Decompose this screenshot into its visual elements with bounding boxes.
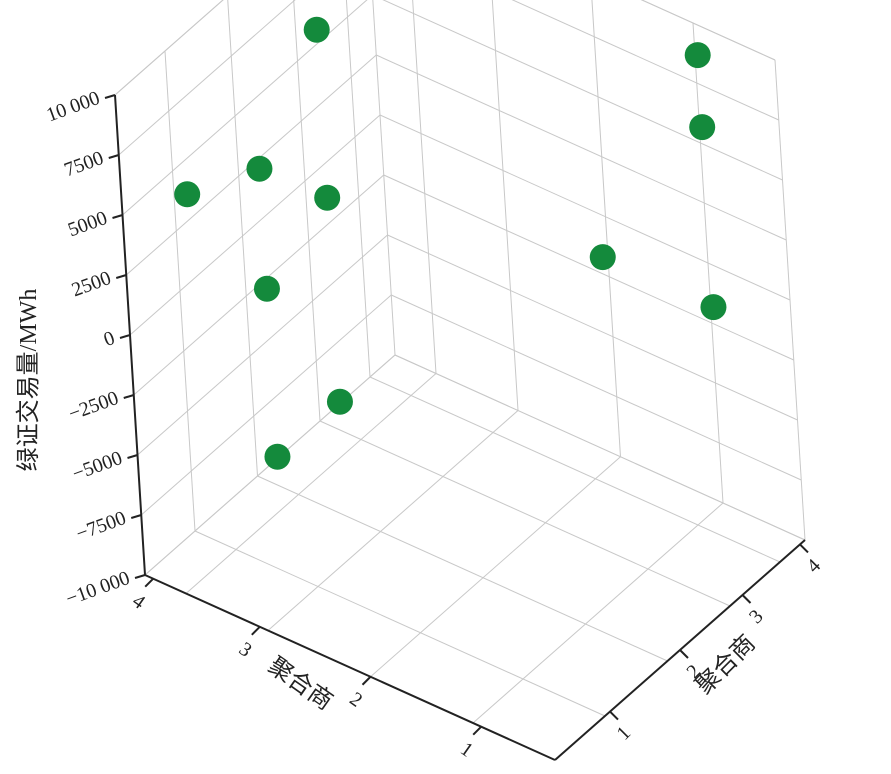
x-tick-1 [361, 676, 372, 686]
data-point-8 [314, 184, 341, 211]
data-point-1 [689, 114, 716, 141]
grid-z-right-1 [511, 0, 779, 121]
tick-labels: 10 000 7500 5000 2500 0 −2500 −5000 −7500 −10 00… [44, 87, 826, 762]
z-tick-label-3: 2500 [69, 267, 114, 301]
data-point-7 [246, 155, 273, 182]
z-tick-label-4: 0 [101, 327, 118, 351]
z-tick-8 [134, 574, 146, 579]
grid-left-wall-3 [345, 0, 371, 378]
y-tick-3 [799, 543, 809, 554]
pane-edge-top-left [114, 0, 224, 96]
z-tick-6 [127, 454, 138, 459]
x-tick-label-3: 4 [128, 590, 149, 614]
grid-right-wall-2 [491, 0, 519, 411]
y-axis-label: 聚合商 [691, 630, 761, 700]
grid-floor-v-1 [257, 475, 668, 662]
y-tick-2 [741, 594, 752, 604]
grid-z-right-0 [640, 0, 776, 61]
axis-lines [114, 94, 806, 761]
grid-lines [114, 0, 806, 724]
z-tick-label-6: −5000 [69, 447, 125, 485]
pane-edges [114, 0, 806, 541]
z-tick-label-2: 5000 [65, 207, 110, 241]
x-axis-line [144, 574, 556, 761]
z-tick-5 [123, 394, 135, 399]
z-axis-label: 绿证交易量/MWh [15, 289, 42, 472]
z-tick-7 [130, 514, 142, 519]
grid-z-right-4 [379, 114, 791, 301]
grid-floor-v-3 [369, 376, 781, 563]
grid-z-left-4 [129, 114, 381, 336]
y-tick-label-3: 4 [802, 555, 825, 578]
x-axis-label: 聚合商 [263, 652, 337, 715]
grid-z-right-7 [391, 294, 802, 481]
x-tick-label-0: 1 [456, 738, 477, 762]
x-tick-3 [144, 577, 154, 588]
grid-z-left-1 [118, 0, 296, 156]
grid-left-wall-0 [164, 50, 196, 532]
grid-right-wall-3 [412, 0, 437, 374]
grid-floor-back-right [394, 354, 806, 541]
z-tick-1 [108, 154, 120, 159]
data-point-9 [253, 275, 280, 302]
x-tick-label-1: 2 [346, 688, 367, 712]
grid-floor-u-3 [185, 373, 437, 594]
data-point-2 [174, 181, 201, 208]
grid-floor-v-2 [319, 420, 731, 607]
grid-floor-u-0 [472, 502, 724, 724]
z-tick-0 [104, 94, 116, 99]
y-tick-label-2: 3 [745, 605, 768, 628]
grid-right-wall-0 [692, 22, 724, 504]
grid-left-wall-1 [227, 0, 258, 477]
tick-marks [104, 94, 809, 736]
data-point-3 [700, 294, 727, 321]
grid-z-right-6 [387, 234, 798, 421]
grid-z-left-2 [122, 0, 368, 216]
grid-z-left-7 [140, 294, 392, 516]
z-tick-2 [112, 214, 123, 219]
z-tick-label-7: −7500 [73, 507, 129, 545]
x-tick-0 [472, 725, 482, 736]
grid-floor-v-0 [194, 530, 606, 717]
y-tick-label-0: 1 [612, 722, 635, 745]
grid-left-wall-2 [293, 0, 321, 422]
grid-floor-u-1 [370, 456, 621, 678]
z-tick-label-1: 7500 [61, 147, 106, 181]
z-tick-4 [119, 334, 131, 339]
x-tick-2 [251, 626, 261, 636]
z-tick-label-8: −10 000 [63, 567, 133, 610]
grid-z-right-3 [376, 54, 787, 241]
data-point-11 [264, 443, 291, 470]
data-point-10 [326, 388, 353, 415]
data-point-4 [589, 244, 616, 271]
data-point-0 [684, 42, 711, 69]
z-tick-3 [115, 274, 127, 279]
x-tick-label-2: 3 [235, 638, 256, 662]
z-tick-label-5: −2500 [66, 387, 122, 425]
pane-edge-top-right [640, 0, 776, 61]
grid-right-wall-1 [591, 0, 621, 457]
z-tick-label-0: 10 000 [44, 87, 103, 126]
data-points [174, 16, 727, 470]
grid-z-right-5 [383, 174, 794, 361]
grid-z-left-6 [137, 234, 388, 456]
y-tick-0 [609, 710, 619, 721]
data-point-6 [303, 16, 330, 43]
grid-floor-u-2 [267, 410, 519, 631]
grid-z-right-2 [382, 0, 783, 181]
y-tick-1 [679, 649, 689, 659]
grid-z-left-0 [114, 0, 224, 96]
